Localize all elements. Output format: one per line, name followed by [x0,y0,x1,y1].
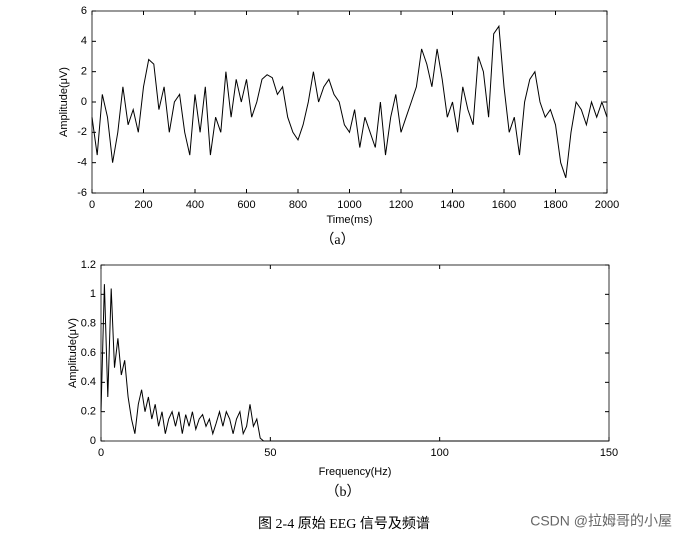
y-tick-label: 0 [81,96,87,108]
y-tick-label: 0 [90,435,96,447]
y-tick-label: -4 [77,157,87,169]
y-axis-label: Amplitude(μV) [58,67,70,137]
watermark: CSDN @拉姆哥的小屋 [530,513,672,529]
y-tick-label: 2 [81,66,87,78]
x-tick-label: 0 [89,199,95,211]
y-tick-label: 4 [81,35,87,47]
y-tick-label: 6 [81,5,87,17]
x-tick-label: 600 [237,199,255,211]
y-tick-label: 0.4 [81,376,96,388]
x-tick-label: 0 [98,447,104,459]
subplot-label: （b） [326,484,361,500]
figure-caption: 图 2-4 原始 EEG 信号及频谱 [258,516,430,532]
x-tick-label: 800 [289,199,307,211]
x-tick-label: 100 [430,447,448,459]
y-tick-label: -2 [77,126,87,138]
x-tick-label: 1400 [440,199,464,211]
x-axis-label: Time(ms) [326,214,372,226]
x-tick-label: 1600 [492,199,516,211]
x-tick-label: 1200 [389,199,413,211]
signal-line [100,284,609,442]
y-tick-label: 1 [90,288,96,300]
x-tick-label: 2000 [595,199,619,211]
y-axis-label: Amplitude(μV) [67,318,79,388]
x-tick-label: 1800 [543,199,567,211]
x-axis-label: Frequency(Hz) [319,466,392,478]
x-tick-label: 50 [264,447,276,459]
y-tick-label: 0.8 [81,318,96,330]
x-tick-label: 1000 [337,199,361,211]
y-tick-label: -6 [77,187,87,199]
subplot-label: （a） [320,232,354,248]
signal-line [91,24,608,178]
x-tick-label: 150 [600,447,618,459]
x-tick-label: 200 [134,199,152,211]
y-tick-label: 0.2 [81,406,96,418]
y-tick-label: 0.6 [81,347,96,359]
y-tick-label: 1.2 [81,259,96,271]
x-tick-label: 400 [186,199,204,211]
